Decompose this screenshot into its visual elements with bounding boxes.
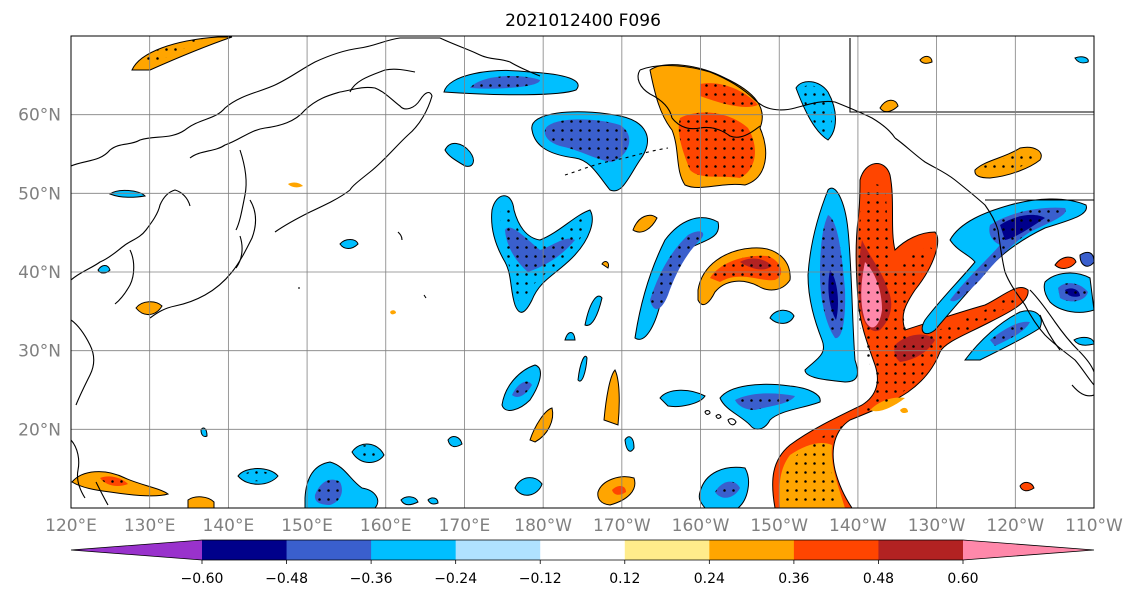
colorbar-tick-label: −0.48 — [265, 571, 308, 587]
lon-tick-label: 170°E — [439, 516, 491, 536]
colorbar-bin — [793, 540, 879, 560]
anomaly-region-kamchatka-west — [131, 36, 233, 71]
colorbar-bin — [540, 540, 626, 560]
lon-tick-label: 160°E — [360, 516, 412, 536]
lon-tick-label: 110°W — [1065, 516, 1123, 536]
colorbar-bin — [202, 540, 288, 560]
colorbar-bin — [286, 540, 372, 560]
lon-tick-label: 180°W — [514, 516, 572, 536]
colorbar-tick-label: 0.24 — [694, 571, 725, 587]
lon-tick-label: 150°W — [750, 516, 808, 536]
lat-tick-label: 20°N — [18, 420, 61, 440]
lon-tick-label: 140°E — [203, 516, 255, 536]
colorbar-tick-label: −0.36 — [350, 571, 393, 587]
colorbar-bin — [709, 540, 795, 560]
colorbar-tick-label: 0.48 — [863, 571, 894, 587]
lon-tick-label: 150°E — [281, 516, 333, 536]
coastlines — [71, 37, 1094, 506]
colorbar-bin — [624, 540, 710, 560]
colorbar-bin — [371, 540, 457, 560]
lat-tick-label: 40°N — [18, 263, 61, 283]
lon-tick-label: 160°W — [672, 516, 730, 536]
anomaly-region-hawaii-trough — [719, 383, 821, 430]
map-panel: 120°E 130°E 140°E 150°E 160°E 170°E 180°W 170°W… — [18, 35, 1123, 536]
figure-title: 2021012400 F096 — [505, 11, 661, 31]
map-frame — [70, 35, 1095, 509]
lat-tick-label: 50°N — [18, 184, 61, 204]
colorbar-bin — [455, 540, 541, 560]
longitude-tick-labels: 120°E 130°E 140°E 150°E 160°E 170°E 180°W 170°W… — [45, 516, 1123, 536]
colorbar-extend-max — [963, 540, 1094, 560]
colorbar-tick-label: 0.60 — [947, 571, 978, 587]
lon-tick-label: 120°W — [986, 516, 1044, 536]
colorbar-bin — [878, 540, 964, 560]
colorbar-tick-label: 0.36 — [778, 571, 809, 587]
colorbar-tick-label: −0.60 — [181, 571, 224, 587]
colorbar-tick-label: 0.12 — [609, 571, 640, 587]
colorbar-tick-label: −0.24 — [434, 571, 477, 587]
lon-tick-label: 170°W — [593, 516, 651, 536]
colorbar: −0.60 −0.48 −0.36 −0.24 −0.12 0.12 0.24 0.36 0.4… — [70, 539, 1095, 587]
lon-tick-label: 140°W — [829, 516, 887, 536]
colorbar-tick-label: −0.12 — [519, 571, 562, 587]
lon-tick-label: 130°W — [908, 516, 966, 536]
lon-tick-label: 120°E — [45, 516, 97, 536]
latitude-tick-labels: 20°N 30°N 40°N 50°N 60°N — [18, 106, 61, 441]
colorbar-extend-min — [71, 540, 202, 560]
lat-tick-label: 30°N — [18, 342, 61, 362]
lat-tick-label: 60°N — [18, 106, 61, 126]
lon-tick-label: 130°E — [124, 516, 176, 536]
